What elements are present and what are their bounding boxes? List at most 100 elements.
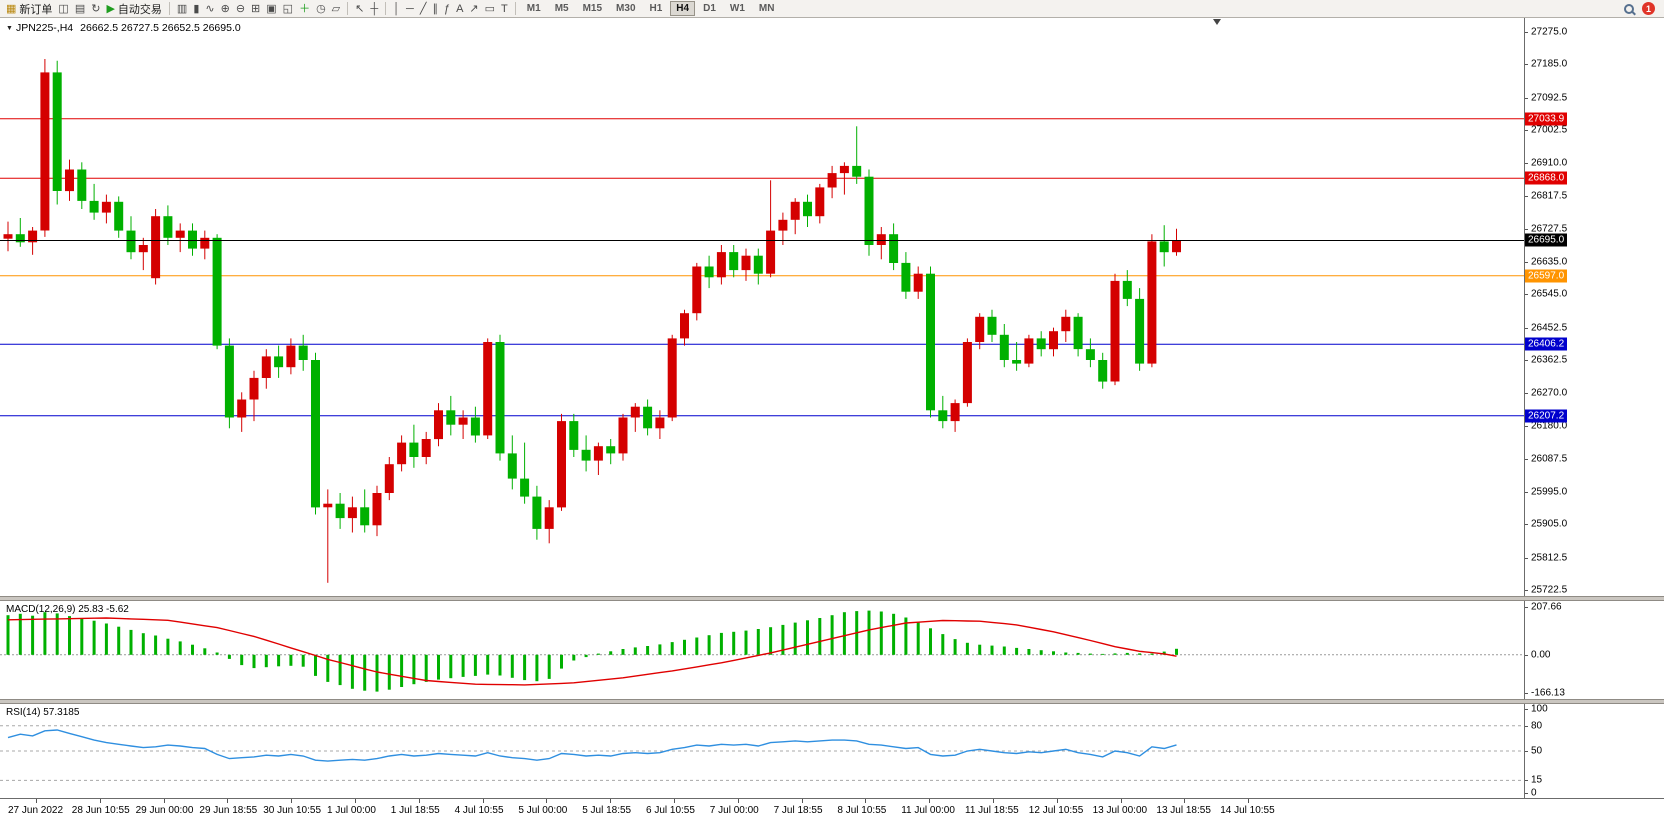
axis-label: 26817.5 [1531,190,1568,202]
time-axis-tick [610,799,612,803]
axis-label: 26270.0 [1531,387,1568,399]
axis-tick [1525,228,1528,230]
rsi-label: RSI(14) 57.3185 [6,707,80,718]
toolbar-line-chart-mode[interactable]: ∿ [202,1,217,17]
toolbar-templates[interactable]: ▱ [329,1,343,17]
toolbar-cursor[interactable]: ↖ [352,1,367,17]
time-axis-label: 28 Jun 10:55 [71,805,130,816]
chart-window: ▼ JPN225-,H4 26662.5 26727.5 26652.5 26695… [0,18,1664,830]
timeframe-m1[interactable]: M1 [526,3,541,14]
price-chart-pane[interactable]: ▼ JPN225-,H4 26662.5 26727.5 26652.5 26695… [0,18,1524,596]
axis-tick [1525,590,1528,591]
time-axis-tick [737,799,739,803]
time-axis-tick [801,799,803,803]
notification-badge[interactable]: 1 [1642,2,1655,15]
fibonacci-icon: ƒ [443,2,451,15]
toolbar-periods[interactable]: ◷ [313,1,329,17]
toolbar-refresh[interactable]: ↻ [88,1,103,17]
chart-dropdown-icon[interactable]: ▼ [6,25,13,32]
timeframe-h4[interactable]: H4 [670,1,696,16]
axis-tick [1525,196,1528,198]
toolbar-label-tool[interactable]: T [498,1,511,17]
timeframe-m5[interactable]: M5 [554,3,569,14]
toolbar-horizontal-line[interactable]: ─ [403,1,417,17]
axis-label: 27185.0 [1531,58,1568,70]
rsi-plot[interactable] [0,704,1524,798]
time-axis-label: 29 Jun 18:55 [199,805,258,816]
toolbar-items: ▦ 新订单 ◫ ▤ ↻ ▶ 自动交易 ▥ ▮ ∿ ⊕ ⊖ ⊞ ▣ ◱ ＋ ◷ ▱ ↖ ┼ │ ─ ╱ ∥ ƒ A ↗ ▭ T M1 M5 M1… [3,0,781,17]
arrows-tool-icon: ↗ [469,2,479,15]
toolbar-arrows-tool[interactable]: ↗ [466,1,481,17]
symbol-timeframe-label: JPN225-,H4 [15,22,74,34]
time-axis-tick [929,799,931,803]
timeframe-d1[interactable]: D1 [703,3,716,14]
toolbar-crosshair[interactable]: ┼ [367,1,381,17]
toolbar-auto-trading[interactable]: ▶ 自动交易 [103,1,164,17]
axis-label: 25995.0 [1531,486,1568,498]
time-axis-tick [674,799,675,803]
indicators-icon: ＋ [299,2,311,15]
axis-label: 26180.0 [1531,420,1568,432]
chart-shift-marker[interactable] [1213,19,1221,25]
time-axis-label: 8 Jul 10:55 [837,805,887,816]
axis-label: 50 [1531,745,1543,757]
candlestick-plot[interactable] [0,18,1524,596]
rsi-pane[interactable]: RSI(14) 57.3185 [0,704,1524,798]
toolbar-navigator[interactable]: ▤ [72,1,88,17]
toolbar-equidistant-channel[interactable]: ∥ [429,1,441,17]
toolbar-candlestick-mode[interactable]: ▮ [190,1,202,17]
toolbar-trendline[interactable]: ╱ [417,1,430,17]
axis-tick [1525,607,1528,608]
time-axis-label: 6 Jul 10:55 [646,805,695,816]
time-axis-label: 5 Jul 18:55 [582,805,632,816]
time-axis-label: 29 Jun 00:00 [135,805,194,816]
auto-trading-label: 自动交易 [117,3,162,16]
toolbar-bar-chart-mode[interactable]: ▥ [174,1,190,17]
arrange-windows-icon: ◱ [282,2,294,15]
label-tool-icon: T [501,2,508,15]
timeframe-m30[interactable]: M30 [616,3,636,14]
macd-pane[interactable]: MACD(12,26,9) 25.83 -5.62 [0,601,1524,699]
time-axis-tick [163,799,165,803]
time-axis-label: 14 Jul 10:55 [1220,805,1275,816]
axis-tick [1525,129,1528,131]
timeframe-mn[interactable]: MN [758,3,775,14]
toolbar-tile-windows[interactable]: ⊞ [248,1,263,17]
toolbar-arrange-windows[interactable]: ◱ [280,1,296,17]
time-axis-tick [355,799,356,803]
time-axis[interactable]: 27 Jun 2022 28 Jun 10:55 29 Jun 00:00 29 Ju… [0,798,1664,830]
axis-tick [1525,492,1528,494]
price-tag: 26207.2 [1525,409,1568,423]
toolbar-text-tool[interactable]: A [453,1,466,17]
time-axis-label: 11 Jul 00:00 [901,805,955,816]
search-icon[interactable] [1624,3,1634,14]
toolbar-shapes-tool[interactable]: ▭ [482,1,498,17]
toolbar-new-order[interactable]: ▦ 新订单 [3,1,55,17]
pane-splitter[interactable] [0,699,1664,704]
toolbar-zoom-out[interactable]: ⊖ [233,1,248,17]
axis-tick [1525,97,1528,99]
toolbar-separator [385,2,387,15]
toolbar-fibonacci[interactable]: ƒ [441,1,453,17]
axis-label: 25812.5 [1531,552,1568,564]
trendline-icon: ╱ [419,2,427,15]
pane-splitter[interactable] [0,596,1664,601]
new-order-label: 新订单 [19,3,53,16]
price-axis[interactable]: 27275.0 27185.0 27092.5 27002.5 26910.0 26817… [1524,18,1664,799]
toolbar-zoom-in[interactable]: ⊕ [218,1,233,17]
axis-tick [1525,725,1528,727]
toolbar-indicators[interactable]: ＋ [296,1,313,17]
toolbar-cascade-windows[interactable]: ▣ [263,1,279,17]
toolbar-chart-window[interactable]: ◫ [55,1,71,17]
cursor-icon: ↖ [355,2,365,15]
timeframe-h1[interactable]: H1 [649,3,663,14]
timeframe-w1[interactable]: W1 [729,3,745,14]
macd-plot[interactable] [0,601,1524,699]
axis-tick [1525,780,1528,782]
time-axis-tick [1056,799,1058,803]
time-axis-label: 27 Jun 2022 [8,805,64,816]
toolbar-separator [168,2,170,15]
timeframe-m15[interactable]: M15 [582,3,603,14]
chart-title: ▼ JPN225-,H4 26662.5 26727.5 26652.5 26695… [6,22,241,34]
toolbar-vertical-line[interactable]: │ [390,1,403,17]
